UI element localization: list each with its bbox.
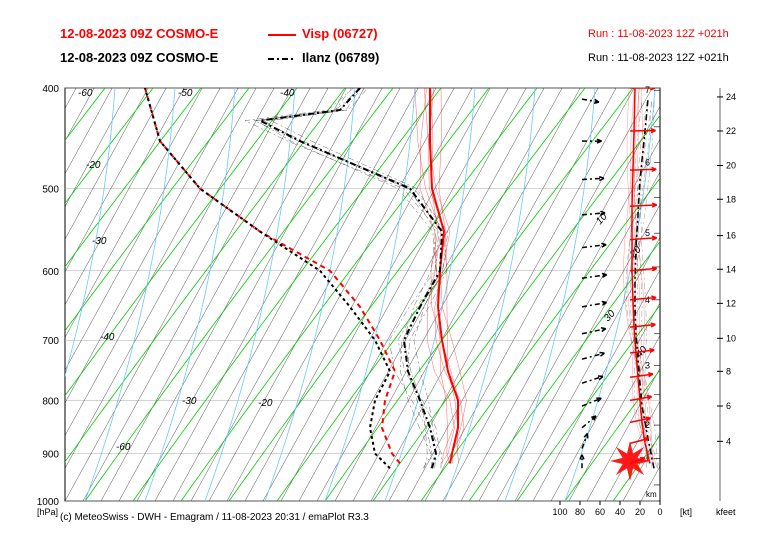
svg-text:24: 24 bbox=[726, 92, 736, 102]
svg-text:22: 22 bbox=[726, 126, 736, 136]
svg-text:20: 20 bbox=[635, 507, 645, 517]
svg-text:400: 400 bbox=[42, 84, 59, 95]
svg-text:5: 5 bbox=[645, 228, 650, 238]
svg-text:18: 18 bbox=[726, 194, 736, 204]
svg-text:-60: -60 bbox=[116, 442, 131, 453]
svg-text:-20: -20 bbox=[258, 398, 273, 409]
svg-text:-30: -30 bbox=[182, 396, 197, 407]
svg-text:30: 30 bbox=[602, 308, 618, 324]
svg-text:16: 16 bbox=[726, 231, 736, 241]
svg-text:7: 7 bbox=[645, 85, 650, 95]
svg-text:[kt]: [kt] bbox=[680, 507, 692, 517]
svg-text:10: 10 bbox=[726, 333, 736, 343]
svg-text:-20: -20 bbox=[86, 160, 101, 171]
svg-text:600: 600 bbox=[42, 267, 59, 278]
svg-text:6: 6 bbox=[645, 158, 650, 168]
svg-text:8: 8 bbox=[726, 366, 731, 376]
svg-text:800: 800 bbox=[42, 396, 59, 407]
svg-text:60: 60 bbox=[595, 507, 605, 517]
svg-text:14: 14 bbox=[726, 264, 736, 274]
svg-text:80: 80 bbox=[575, 507, 585, 517]
svg-text:500: 500 bbox=[42, 185, 59, 196]
svg-text:40: 40 bbox=[615, 507, 625, 517]
svg-text:20: 20 bbox=[726, 160, 736, 170]
emagram-plot: 4005006007008009001000[hPa]-60-60-50-40-… bbox=[0, 0, 766, 541]
svg-text:-40: -40 bbox=[280, 88, 295, 99]
svg-text:-40: -40 bbox=[100, 332, 115, 343]
emagram-chart: { "header": { "line1": { "date": "12-08-… bbox=[0, 0, 766, 541]
svg-text:6: 6 bbox=[726, 401, 731, 411]
svg-text:900: 900 bbox=[42, 450, 59, 461]
svg-text:100: 100 bbox=[552, 507, 567, 517]
svg-text:-50: -50 bbox=[178, 88, 193, 99]
svg-text:kfeet: kfeet bbox=[716, 507, 736, 517]
svg-text:700: 700 bbox=[42, 336, 59, 347]
svg-text:km: km bbox=[646, 490, 657, 499]
svg-text:12: 12 bbox=[726, 298, 736, 308]
svg-text:[hPa]: [hPa] bbox=[37, 507, 58, 517]
svg-text:4: 4 bbox=[726, 436, 731, 446]
svg-text:-30: -30 bbox=[92, 236, 107, 247]
svg-text:0: 0 bbox=[657, 507, 662, 517]
svg-text:4: 4 bbox=[645, 295, 650, 305]
svg-text:-60: -60 bbox=[78, 88, 93, 99]
